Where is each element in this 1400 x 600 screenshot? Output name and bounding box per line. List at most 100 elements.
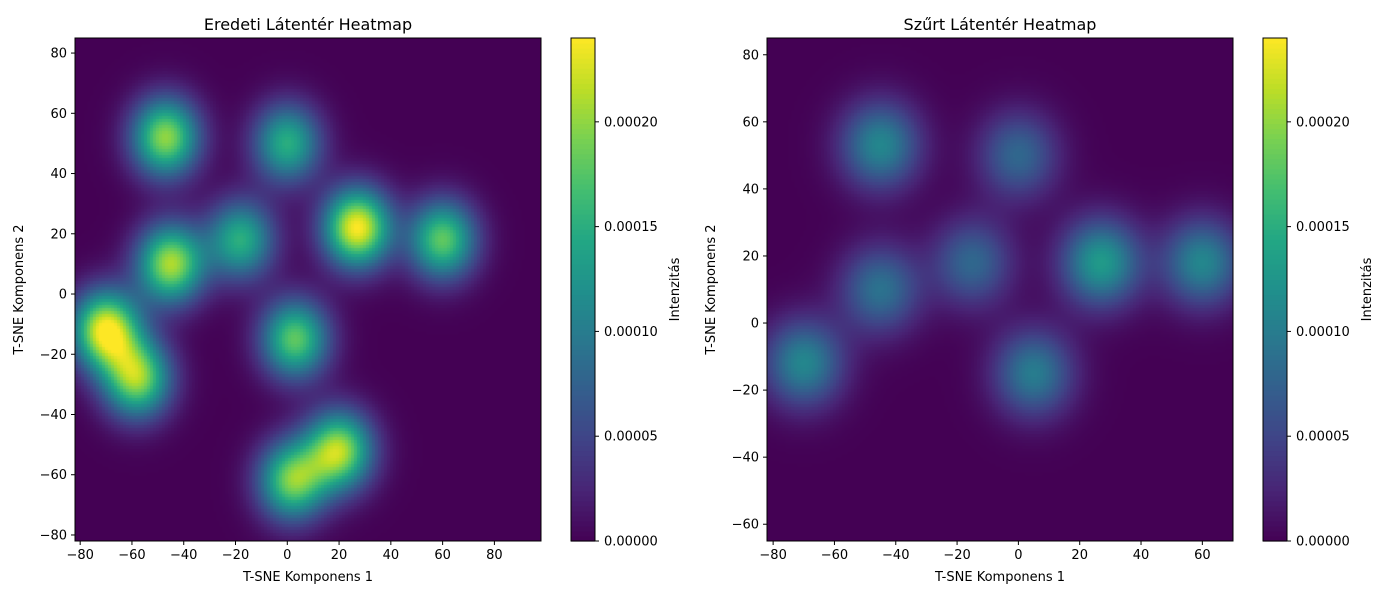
colorbar-segment [571, 485, 595, 492]
colorbar-segment [1263, 279, 1287, 286]
colorbar-segment [1263, 88, 1287, 94]
colorbar-segment [1263, 349, 1287, 356]
colorbar-segment [1263, 113, 1287, 120]
colorbar-frame [1262, 37, 1288, 542]
colorbar-segment [571, 314, 595, 321]
colorbar-segment [1263, 299, 1287, 306]
colorbar-segment [1263, 510, 1287, 517]
colorbar-segment [571, 203, 595, 210]
colorbar-segment [571, 188, 595, 195]
colorbar-segment [571, 430, 595, 436]
colorbar-segment [1263, 309, 1287, 316]
colorbar-segment [571, 455, 595, 462]
colorbar-segment [1263, 219, 1287, 225]
y-tick-label: 60 [50, 107, 67, 122]
colorbar-segment [1263, 73, 1287, 79]
colorbar-segment [571, 465, 595, 472]
colorbar-segment [571, 279, 595, 286]
colorbar-segment [571, 349, 595, 356]
colorbar-segment [1263, 93, 1287, 99]
y-tick-label: 0 [751, 317, 759, 332]
plot-frame [74, 37, 542, 542]
colorbar-segment [1263, 369, 1287, 376]
colorbar-segment [571, 209, 595, 215]
colorbar-segment [1263, 380, 1287, 386]
colorbar-segment [1263, 400, 1287, 406]
colorbar-segment [1263, 425, 1287, 431]
colorbar-tick-label: 0.00020 [604, 115, 658, 130]
x-tick-label: 80 [486, 548, 503, 563]
y-axis-label: T-SNE Komponens 2 [704, 224, 719, 355]
colorbar-tick-label: 0.00015 [1296, 220, 1350, 235]
chart-title: Szűrt Látentér Heatmap [904, 15, 1097, 34]
colorbar-segment [1263, 485, 1287, 492]
x-tick-label: 20 [331, 548, 348, 563]
colorbar-segment [571, 364, 595, 371]
colorbar-segment [571, 525, 595, 532]
colorbar-segment [571, 269, 595, 276]
y-tick-label: −40 [40, 408, 67, 423]
colorbar-segment [1263, 339, 1287, 346]
colorbar-segment [1263, 490, 1287, 497]
colorbar-segment [1263, 505, 1287, 512]
colorbar-segment [1263, 359, 1287, 366]
colorbar-segment [571, 198, 595, 205]
colorbar-segment [571, 224, 595, 230]
colorbar-segment [1263, 334, 1287, 341]
colorbar-segment [1263, 38, 1287, 44]
colorbar-segment [1263, 68, 1287, 74]
colorbar-segment [1263, 118, 1287, 125]
colorbar-segment [571, 460, 595, 467]
colorbar-segment [1263, 274, 1287, 281]
colorbar-tick-label: 0.00020 [1296, 115, 1350, 130]
y-tick-label: 20 [742, 249, 759, 264]
colorbar-segment [1263, 198, 1287, 205]
x-tick-label: −60 [118, 548, 145, 563]
colorbar-segment [1263, 254, 1287, 260]
colorbar-segment [1263, 530, 1287, 537]
colorbar-segment [1263, 395, 1287, 401]
y-tick-label: 40 [742, 182, 759, 197]
colorbar: 0.00000 0.00005 0.00010 0.00015 0.00020 Inten… [570, 37, 683, 550]
colorbar-segment [1263, 158, 1287, 165]
colorbar-segment [1263, 535, 1287, 542]
colorbar-segment [571, 339, 595, 346]
colorbar-segment [571, 214, 595, 220]
colorbar-segment [571, 415, 595, 421]
y-tick-label: −60 [40, 468, 67, 483]
colorbar-label: Intenzitás [668, 257, 683, 321]
colorbar-segment [1263, 103, 1287, 110]
colorbar-segment [571, 93, 595, 99]
colorbar-segment [571, 405, 595, 411]
colorbar-segment [1263, 224, 1287, 230]
colorbar-segment [1263, 324, 1287, 331]
colorbar-tick-label: 0.00000 [1296, 535, 1350, 550]
colorbar-segment [1263, 440, 1287, 447]
colorbar-segment [571, 83, 595, 89]
colorbar-segment [571, 143, 595, 150]
colorbar-segment [571, 163, 595, 170]
colorbar-segment [571, 178, 595, 185]
colorbar-segment [571, 254, 595, 260]
colorbar-segment [571, 380, 595, 386]
colorbar-segment [1263, 98, 1287, 104]
colorbar-segment [1263, 83, 1287, 89]
colorbar-tick-label: 0.00010 [604, 325, 658, 340]
colorbar-segment [1263, 304, 1287, 311]
colorbar-segment [571, 510, 595, 517]
x-tick-label: −40 [882, 548, 909, 563]
colorbar-segment [571, 259, 595, 265]
colorbar-segment [571, 239, 595, 245]
colorbar-segment [1263, 385, 1287, 391]
colorbar-segment [1263, 249, 1287, 255]
colorbar-segment [1263, 163, 1287, 170]
colorbar-segment [1263, 178, 1287, 185]
colorbar-segment [1263, 375, 1287, 381]
colorbar-segment [1263, 108, 1287, 115]
colorbar-segment [571, 319, 595, 326]
colorbar-segment [571, 410, 595, 416]
colorbar-segment [571, 440, 595, 447]
colorbar-segment [571, 98, 595, 104]
y-tick-label: 80 [50, 47, 67, 62]
x-tick-label: −20 [943, 548, 970, 563]
